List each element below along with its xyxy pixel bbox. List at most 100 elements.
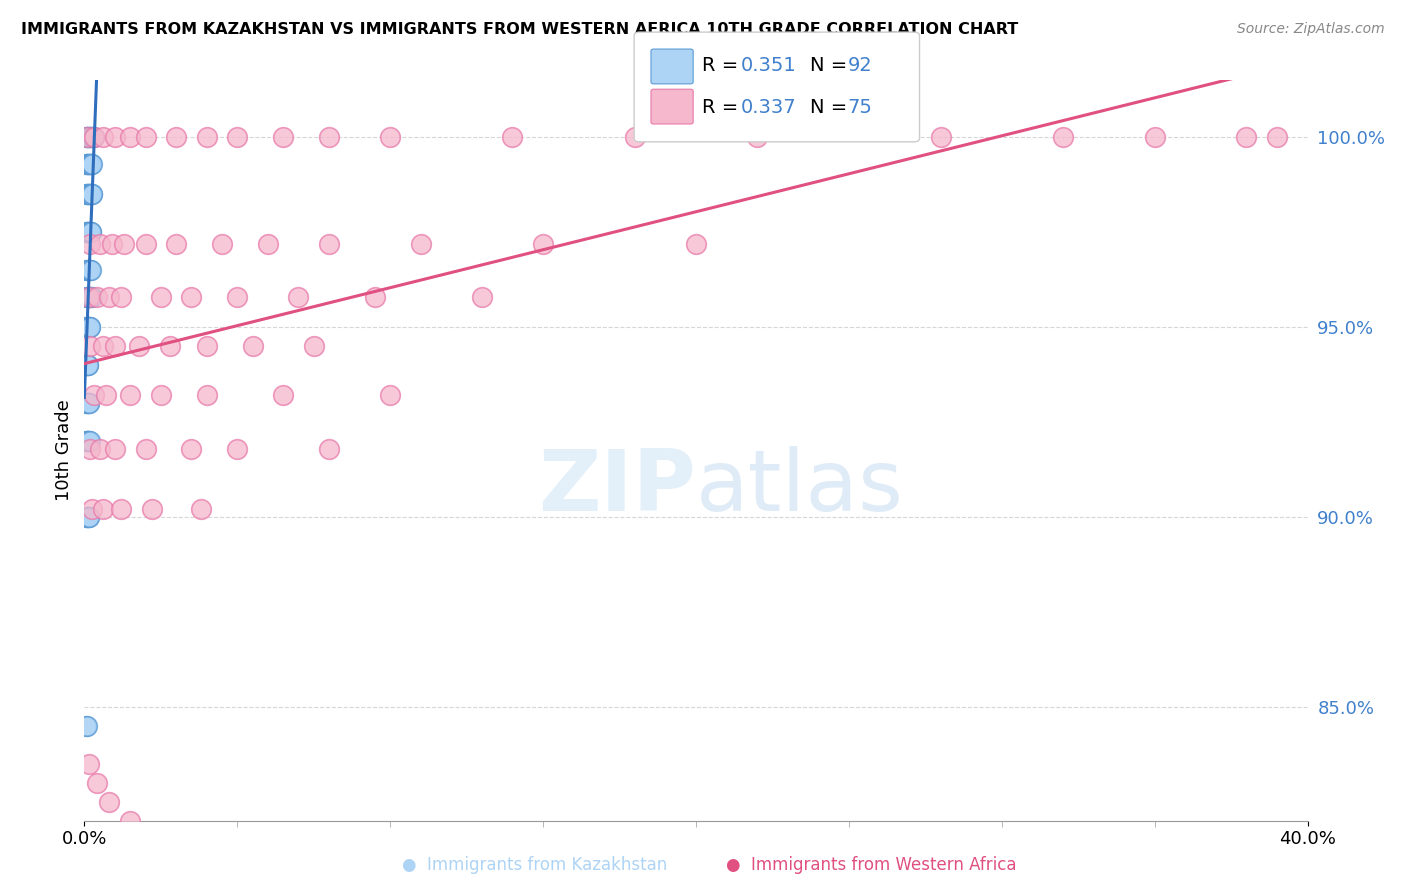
Point [80,225,103,239]
Point [79,236,101,251]
Point [80,187,103,202]
Point [77,756,100,771]
Text: R =: R = [702,55,744,75]
Point [685,236,707,251]
Point [120,814,142,828]
Point [471,290,494,304]
Text: Source: ZipAtlas.com: Source: ZipAtlas.com [1237,22,1385,37]
Point [76,157,98,171]
Point [79,263,101,277]
Point [180,290,202,304]
Point [1052,130,1074,145]
Point [77,396,100,410]
Point [112,236,135,251]
Point [89,442,111,456]
Point [77,290,100,304]
Point [83,388,105,402]
Point [101,236,124,251]
Point [80,187,103,202]
Point [82,130,104,145]
Point [104,130,127,145]
Point [75,396,97,410]
Point [77,320,100,334]
Point [110,290,132,304]
Point [141,502,163,516]
Point [76,509,98,524]
Point [77,157,100,171]
Y-axis label: 10th Grade: 10th Grade [55,400,73,501]
Point [77,187,100,202]
Point [380,130,402,145]
Point [97,290,120,304]
Point [77,320,100,334]
Point [531,236,554,251]
Point [318,236,340,251]
Point [76,509,98,524]
Text: R =: R = [702,97,744,117]
Point [242,339,264,353]
Point [77,396,100,410]
Text: 75: 75 [848,97,873,117]
Text: ●  Immigrants from Kazakhstan: ● Immigrants from Kazakhstan [402,856,666,874]
Point [135,130,157,145]
Point [91,502,114,516]
Point [149,388,172,402]
Point [929,130,952,145]
Point [75,434,97,448]
Point [76,396,98,410]
Point [76,434,98,448]
Point [364,290,387,304]
Point [76,157,98,171]
Point [159,339,181,353]
Point [1236,130,1258,145]
Point [79,157,101,171]
Point [79,225,101,239]
Point [77,509,100,524]
Point [77,263,100,277]
Point [75,157,97,171]
Point [79,290,101,304]
Point [77,187,100,202]
Point [135,442,157,456]
Point [76,290,98,304]
Point [76,263,98,277]
Point [80,157,103,171]
Point [76,225,98,239]
Point [79,130,101,145]
Point [80,290,103,304]
Point [75,719,97,733]
Point [89,236,111,251]
Point [83,130,105,145]
Point [110,502,132,516]
Point [79,339,101,353]
Point [86,775,108,789]
Point [76,434,98,448]
Point [77,290,100,304]
Point [409,236,432,251]
Point [76,157,98,171]
Point [1143,130,1166,145]
Point [77,130,100,145]
Point [271,388,294,402]
Point [80,157,103,171]
Point [76,225,98,239]
Point [502,130,524,145]
Text: 0.337: 0.337 [741,97,797,117]
Text: 0.351: 0.351 [741,55,797,75]
Point [80,225,103,239]
Point [747,130,769,145]
Point [624,130,647,145]
Point [77,396,100,410]
Point [75,263,97,277]
Point [226,442,249,456]
Point [76,396,98,410]
Point [318,442,340,456]
Point [76,187,98,202]
Text: IMMIGRANTS FROM KAZAKHSTAN VS IMMIGRANTS FROM WESTERN AFRICA 10TH GRADE CORRELAT: IMMIGRANTS FROM KAZAKHSTAN VS IMMIGRANTS… [21,22,1018,37]
Point [271,130,294,145]
Point [83,130,105,145]
Point [76,187,98,202]
Point [149,290,172,304]
Point [76,263,98,277]
Point [226,290,249,304]
